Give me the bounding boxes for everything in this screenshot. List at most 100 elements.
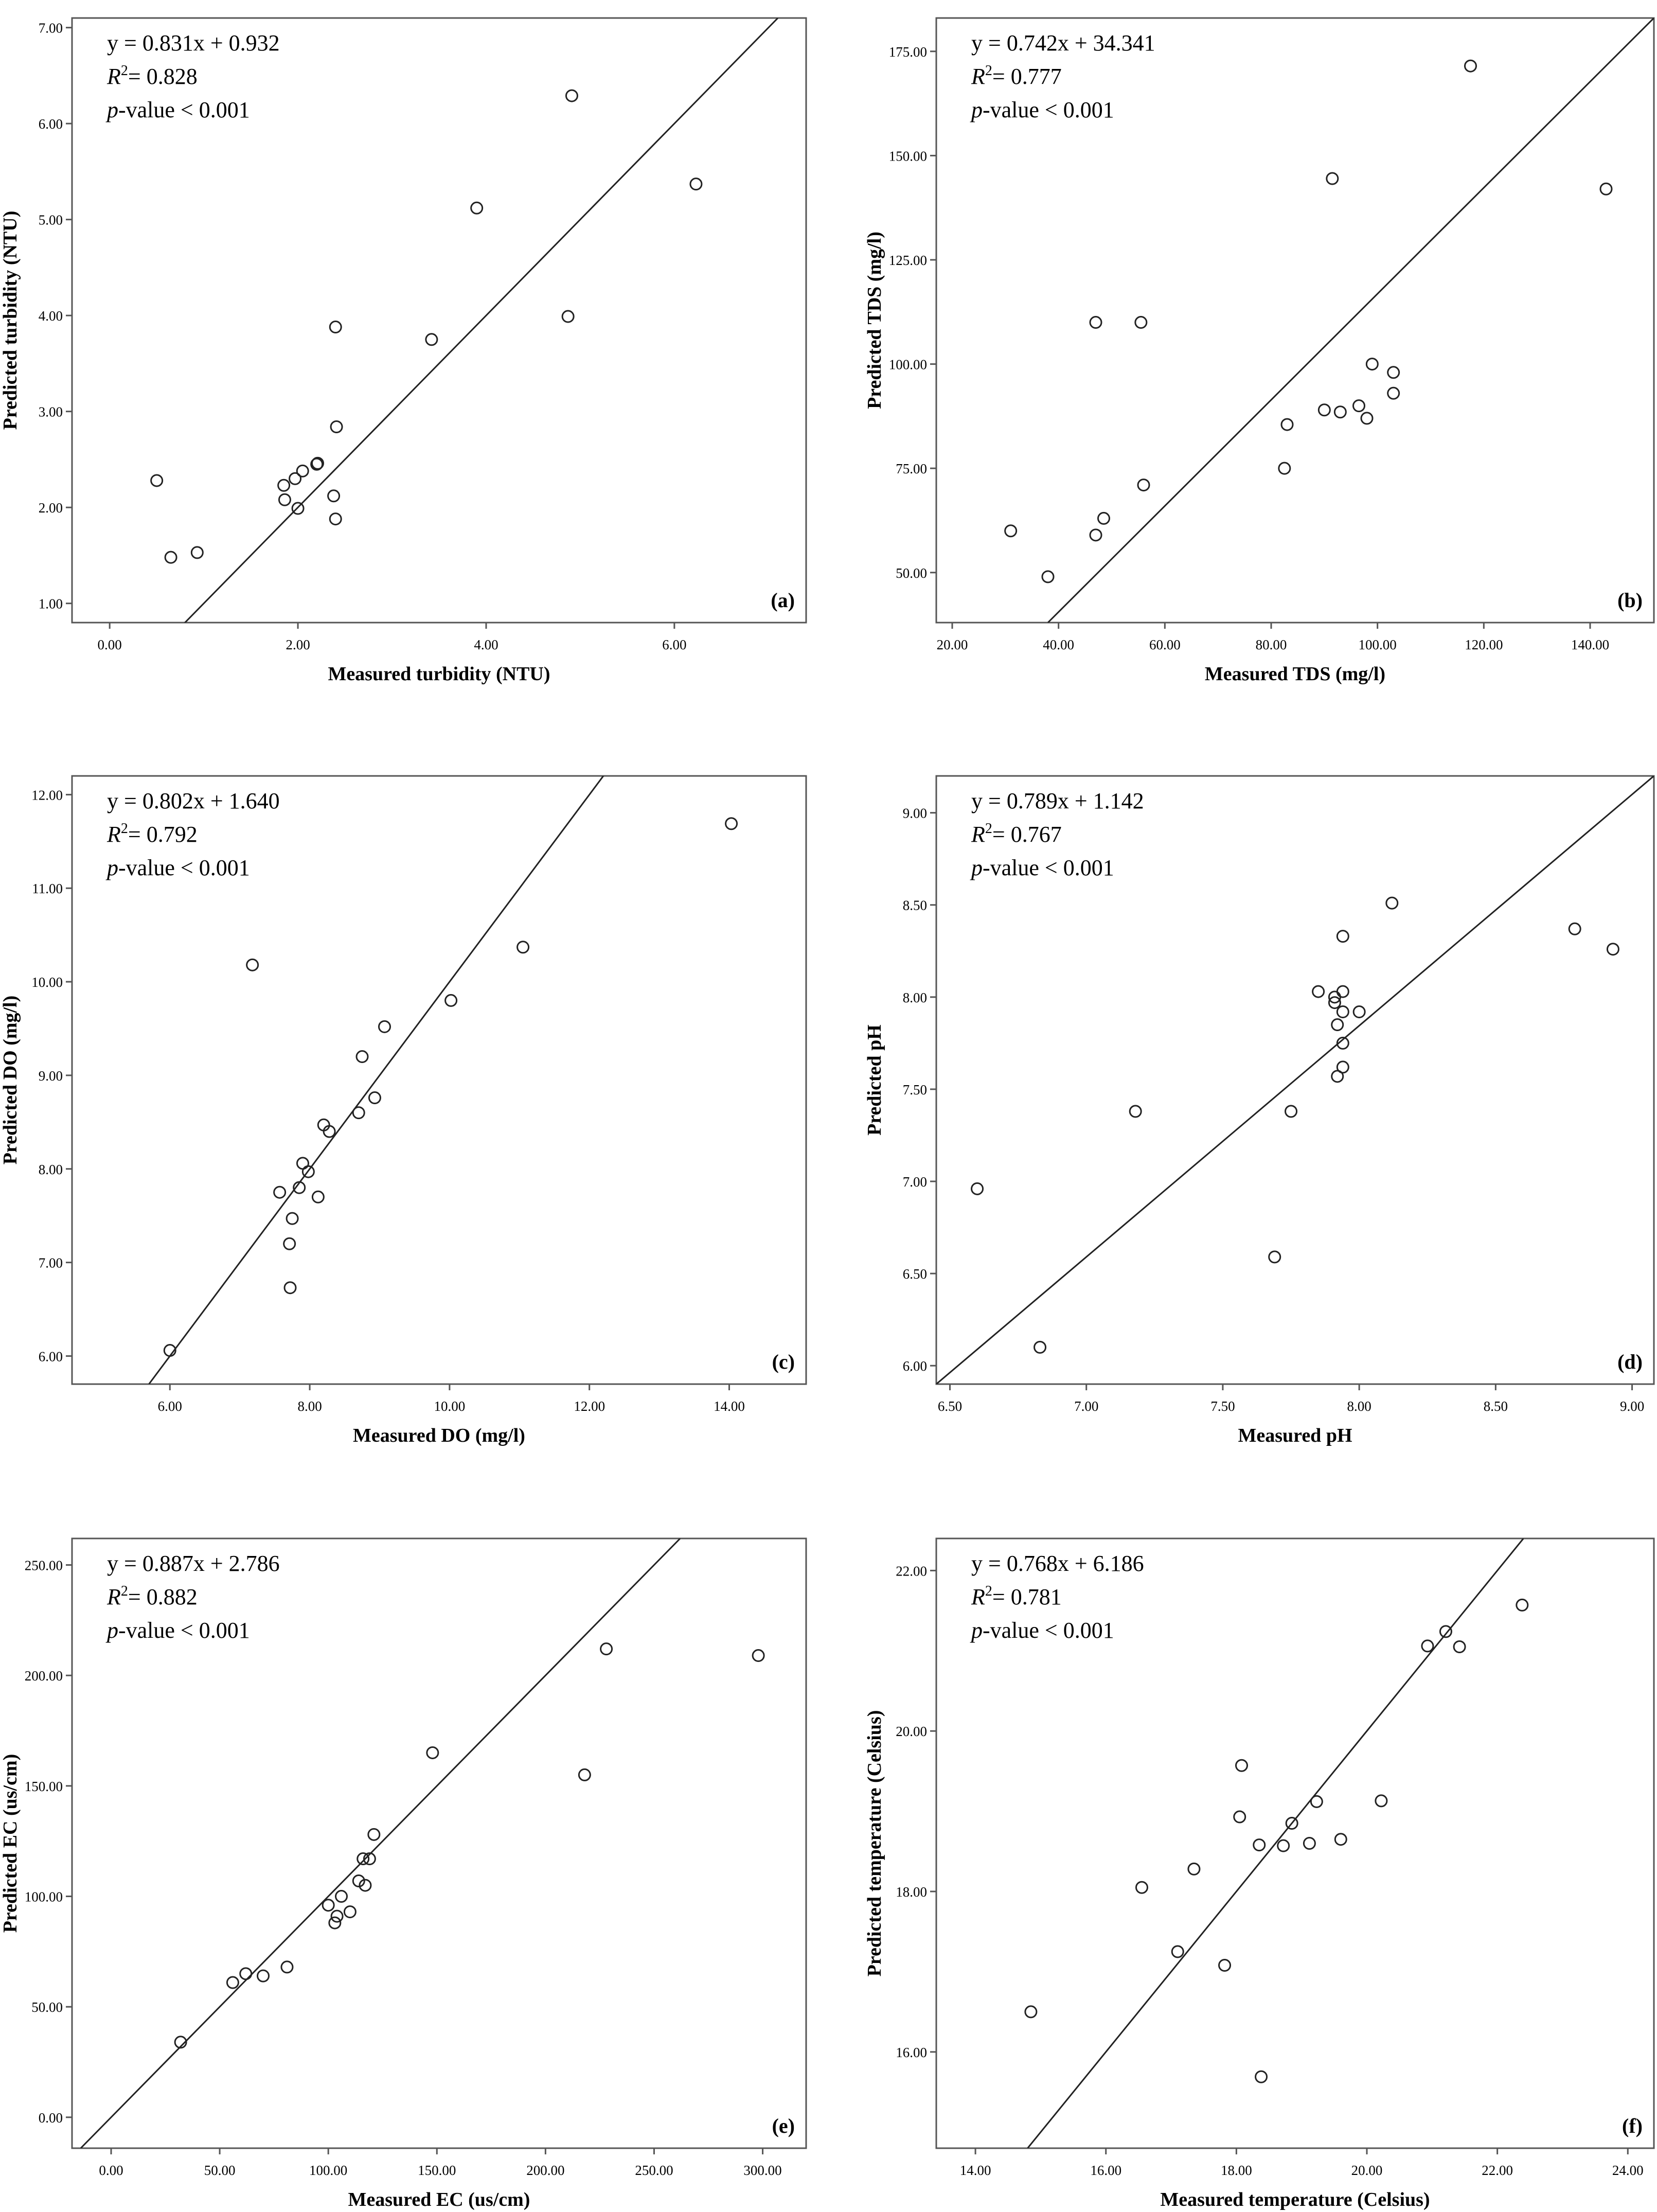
plot-frame <box>71 17 807 624</box>
y-tick-label: 150.00 <box>889 148 927 164</box>
p-symbol: p <box>105 855 118 880</box>
x-axis-label: Measured turbidity (NTU) <box>328 663 550 685</box>
data-point <box>257 1969 270 1983</box>
data-point <box>470 201 484 215</box>
panel-label: (d) <box>1617 1350 1643 1373</box>
reference-line <box>148 776 604 1384</box>
data-point <box>444 994 458 1007</box>
x-tick-label: 300.00 <box>743 2163 781 2178</box>
data-point <box>352 1874 365 1887</box>
y-tick-label: 1.00 <box>39 596 63 612</box>
data-point <box>689 178 703 191</box>
data-point <box>1568 922 1581 935</box>
plot-frame <box>935 17 1655 624</box>
y-tick-label: 100.00 <box>25 1889 63 1905</box>
data-point <box>328 1916 342 1930</box>
data-point <box>1599 182 1613 196</box>
data-point <box>277 479 291 492</box>
data-point <box>1280 418 1294 431</box>
regression-equation: y = 0.887x + 2.786 <box>107 1551 280 1576</box>
r-squared-value: = 0.792 <box>128 822 198 847</box>
superscript-two: 2 <box>121 63 128 79</box>
r-symbol: R <box>971 64 985 89</box>
data-point <box>296 464 309 477</box>
data-point <box>1034 1340 1047 1354</box>
data-point <box>1387 366 1400 379</box>
superscript-two: 2 <box>121 821 128 837</box>
data-point <box>1333 405 1347 419</box>
data-point <box>357 1852 370 1866</box>
superscript-two: 2 <box>985 63 992 79</box>
data-point <box>246 958 259 971</box>
y-tick-label: 250.00 <box>25 1558 63 1573</box>
data-point <box>226 1976 239 1989</box>
y-tick-label: 7.00 <box>39 21 63 36</box>
reference-line <box>184 18 779 623</box>
r-symbol: R <box>971 822 985 847</box>
plot-frame <box>935 775 1655 1385</box>
y-tick-label: 16.00 <box>896 2045 927 2060</box>
superscript-two: 2 <box>121 1583 128 1599</box>
data-point <box>291 502 305 515</box>
data-point <box>352 1106 365 1120</box>
data-point <box>280 1960 294 1974</box>
data-point <box>335 1890 348 1903</box>
plot-frame <box>71 1537 807 2149</box>
x-tick-label: 40.00 <box>1043 637 1074 652</box>
data-point <box>1453 1640 1466 1653</box>
data-point <box>565 89 578 102</box>
y-tick-label: 6.50 <box>903 1266 927 1282</box>
x-tick-label: 8.00 <box>1347 1399 1371 1414</box>
data-point <box>1336 1060 1349 1074</box>
y-tick-label: 18.00 <box>896 1884 927 1900</box>
data-point <box>329 512 342 526</box>
data-point <box>278 493 291 506</box>
x-tick-label: 0.00 <box>98 637 122 652</box>
y-axis-label: Predicted EC (us/cm) <box>0 1754 21 1933</box>
p-value: -value < 0.001 <box>118 855 250 880</box>
data-point <box>330 420 343 434</box>
x-tick-label: 14.00 <box>714 1399 745 1414</box>
data-point <box>330 1909 344 1923</box>
y-tick-label: 22.00 <box>896 1563 927 1579</box>
y-tick-label: 7.50 <box>903 1082 927 1098</box>
x-tick-label: 0.00 <box>99 2163 123 2178</box>
data-point <box>322 1899 335 1912</box>
x-tick-label: 6.00 <box>158 1399 182 1414</box>
data-point <box>1365 358 1379 371</box>
data-point <box>1516 1598 1529 1612</box>
data-point <box>1253 1838 1266 1852</box>
data-point <box>163 1344 176 1357</box>
y-tick-label: 11.00 <box>32 881 63 896</box>
data-point <box>1171 1945 1184 1958</box>
regression-equation: y = 0.831x + 0.932 <box>107 30 280 56</box>
data-point <box>1310 1795 1323 1808</box>
y-tick-label: 50.00 <box>31 1999 63 2015</box>
data-point <box>164 551 177 564</box>
x-tick-label: 12.00 <box>574 1399 605 1414</box>
y-tick-label: 6.00 <box>39 116 63 132</box>
x-tick-label: 7.50 <box>1210 1399 1235 1414</box>
p-symbol: p <box>970 97 983 122</box>
data-point <box>1352 399 1365 413</box>
data-point <box>283 1237 296 1250</box>
y-axis-label: Predicted temperature (Celsius) <box>864 1710 885 1977</box>
data-point <box>1024 2005 1038 2019</box>
data-point <box>355 1050 369 1064</box>
data-point <box>150 474 164 487</box>
data-point <box>1439 1625 1452 1638</box>
data-point <box>311 1190 325 1204</box>
data-point <box>1317 403 1331 417</box>
p-value: -value < 0.001 <box>983 1618 1114 1643</box>
data-point <box>239 1967 253 1980</box>
panel-label: (c) <box>772 1350 795 1373</box>
data-point <box>1385 896 1399 910</box>
data-point <box>1255 2070 1268 2083</box>
x-tick-label: 16.00 <box>1090 2163 1121 2178</box>
x-axis-label: Measured EC (us/cm) <box>348 2189 530 2210</box>
data-point <box>1312 985 1325 998</box>
x-tick-label: 6.50 <box>938 1399 962 1414</box>
y-tick-label: 8.50 <box>903 898 927 913</box>
data-point <box>1233 1810 1246 1824</box>
x-tick-label: 50.00 <box>204 2163 236 2178</box>
